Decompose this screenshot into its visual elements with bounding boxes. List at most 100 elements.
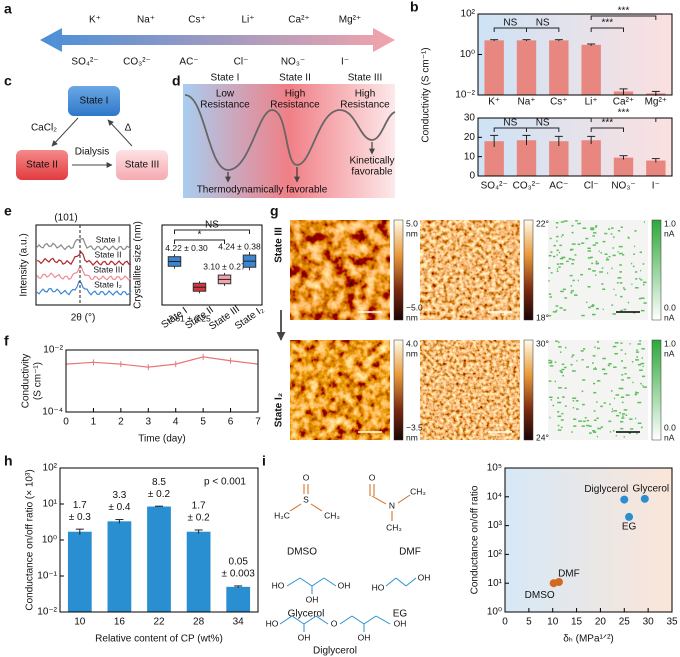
x-tick-label: 6 [228,417,234,428]
current-spot [582,403,585,406]
current-spot [581,242,585,244]
current-spot [581,390,584,393]
resistance-label: High [285,89,306,100]
panel-label: b [410,0,419,15]
current-spot [557,410,560,413]
atom-label: HO [266,618,279,628]
current-spot [595,262,599,265]
current-spot [623,288,626,291]
current-spot [562,288,566,291]
current-spot [623,409,628,411]
y-tick-label: 10⁻¹ [37,571,57,582]
atom-label: N [389,500,395,510]
current-spot [637,363,642,366]
current-spot [561,412,564,415]
current-spot [572,397,577,399]
current-spot [612,345,617,348]
resistance-label: Resistance [270,100,320,111]
x-axis-label: Relative content of CP (wt%) [95,634,223,645]
current-spot [590,228,595,231]
current-spot [593,431,597,433]
point-label: DMSO [525,590,555,601]
current-spot [550,272,553,274]
arrow-label: CaCl₂ [31,123,57,134]
plot-frame [161,224,263,306]
current-spot [566,260,569,263]
x-tick-label: 1 [91,417,97,428]
bond [385,577,397,587]
current-spot [608,362,612,365]
current-spot [550,360,553,363]
current-spot [634,230,637,232]
current-spot [618,252,623,255]
current-spot [616,414,620,417]
current-spot [639,369,643,371]
current-spot [593,382,596,385]
current-spot [557,401,562,404]
atom-label: CH₃ [410,486,426,496]
current-spot [595,274,597,276]
state-label: State I [80,96,109,107]
colorbar-unit: nm [406,312,418,322]
current-spot [586,301,588,304]
current-spot [606,272,609,274]
current-spot [602,357,606,360]
current-spot [624,353,627,355]
value-label: 3.3 [112,490,126,501]
current-spot [559,370,562,372]
current-spot [642,386,647,388]
bond [315,615,329,625]
current-spot [611,227,614,229]
current-spot [615,434,617,437]
current-spot [548,362,553,364]
current-spot [571,243,576,245]
current-spot [596,401,598,403]
bar [581,140,601,176]
bar [186,531,211,612]
current-spot [617,230,621,232]
panel-label: h [4,453,13,469]
current-spot [550,399,553,401]
y-axis-label: Conductance on/off ratio (× 10³) [25,469,36,610]
x-tick-label: 35 [666,617,678,628]
current-spot [603,372,608,375]
current-spot [622,254,625,256]
current-spot [556,254,558,256]
x-tick-label: Ca²⁺ [613,97,634,108]
current-spot [640,297,645,299]
current-spot [555,222,559,224]
current-spot [548,254,552,257]
current-spot [558,266,561,268]
current-spot [635,351,640,353]
current-spot [572,258,575,261]
bond [299,577,313,587]
current-spot [592,362,594,364]
value-label: 1.7 [192,501,206,512]
bond [397,494,411,504]
energy-curve [184,94,396,171]
current-spot [579,222,581,225]
bar [613,157,634,176]
current-spot [559,307,563,309]
panel-label: d [172,73,181,89]
current-spot [580,350,584,352]
current-spot [569,249,573,251]
current-spot [558,341,560,344]
curve-label: State III [93,264,122,274]
error-label: ± 0.003 [222,569,256,580]
current-spot [637,343,641,345]
arrow [107,119,133,147]
current-spot [640,309,645,312]
current-spot [571,356,573,358]
current-spot [601,283,604,285]
current-spot [613,410,618,412]
molecule-name: DMSO [287,547,317,558]
xrd-curve [36,237,132,251]
current-spot [592,270,596,272]
current-spot [564,405,567,407]
plot-frame [504,467,673,613]
x-tick-label: 2 [118,417,124,428]
plot-frame [35,224,131,306]
x-tick-label: 0 [63,417,69,428]
